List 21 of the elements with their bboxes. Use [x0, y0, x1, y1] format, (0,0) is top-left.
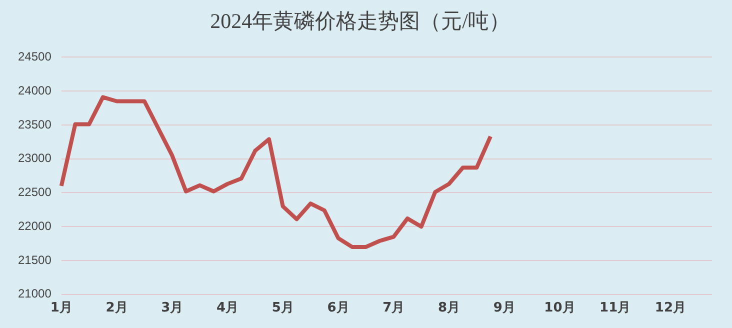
x-tick-label: 10月	[544, 300, 576, 316]
y-tick-label: 21000	[18, 286, 52, 301]
chart-title: 2024年黄磷价格走势图（元/吨）	[210, 9, 510, 34]
x-tick-label: 2月	[106, 300, 128, 316]
x-tick-label: 12月	[654, 300, 686, 316]
x-tick-label: 5月	[272, 300, 294, 316]
x-tick-label: 1月	[50, 300, 72, 316]
y-tick-label: 24500	[18, 50, 52, 64]
x-tick-label: 7月	[382, 300, 405, 316]
x-tick-label: 3月	[161, 300, 184, 316]
y-tick-label: 22500	[18, 185, 52, 200]
x-tick-label: 6月	[327, 300, 350, 316]
y-tick-label: 24000	[18, 83, 52, 98]
x-tick-label: 8月	[438, 300, 460, 316]
x-tick-label: 4月	[216, 300, 239, 316]
y-tick-label: 21500	[18, 252, 52, 267]
y-tick-label: 22000	[18, 218, 52, 233]
y-tick-label: 23500	[18, 117, 52, 132]
x-tick-label: 9月	[493, 300, 516, 316]
y-tick-label: 23000	[18, 151, 52, 166]
x-tick-label: 11月	[600, 300, 631, 316]
